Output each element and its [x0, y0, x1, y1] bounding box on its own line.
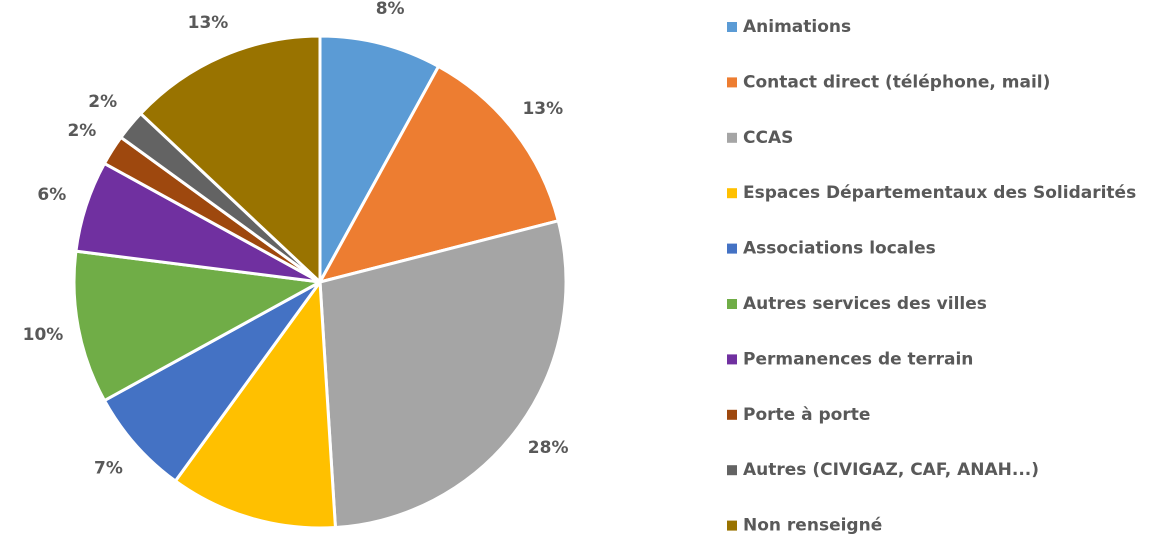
legend-swatch: [727, 354, 737, 365]
legend-label: Espaces Départementaux des Solidarités: [743, 183, 1136, 203]
pie-slice: [102, 280, 322, 484]
legend-swatch: [727, 520, 737, 531]
legend-label: Animations: [743, 17, 851, 37]
legend-label: Contact direct (téléphone, mail): [743, 72, 1050, 92]
legend-swatch: [727, 22, 737, 32]
pie-slice: [173, 277, 338, 530]
slice-label: 2%: [67, 121, 96, 141]
pie-slice: [138, 34, 322, 286]
legend-label: Autres services des villes: [743, 294, 987, 314]
legend-swatch: [727, 465, 737, 476]
legend-label: Associations locales: [743, 239, 936, 259]
slice-label: 13%: [188, 13, 229, 33]
legend-swatch: [727, 409, 737, 420]
legend-label: Permanences de terrain: [743, 349, 973, 369]
pie-slice: [72, 249, 325, 403]
legend-swatch: [727, 188, 737, 199]
pie-slice: [318, 218, 568, 530]
legend-swatch: [727, 243, 737, 254]
legend-label: Autres (CIVIGAZ, CAF, ANAH...): [743, 460, 1039, 480]
legend-swatch: [727, 132, 737, 143]
legend-swatch: [727, 77, 737, 88]
legend-swatch: [727, 299, 737, 309]
slice-label: 28%: [528, 438, 569, 458]
legend-label: Non renseigné: [743, 516, 882, 536]
pie-slice: [318, 34, 441, 283]
slice-label: 6%: [37, 185, 66, 205]
legend-label: CCAS: [743, 128, 793, 148]
slice-label: 10%: [23, 325, 64, 345]
slice-label: 2%: [88, 92, 117, 112]
slice-label: 13%: [522, 99, 563, 119]
pie-slice: [317, 64, 561, 285]
legend-label: Porte à porte: [743, 405, 870, 425]
slice-label: 8%: [376, 0, 405, 19]
slice-label: 7%: [94, 458, 123, 478]
